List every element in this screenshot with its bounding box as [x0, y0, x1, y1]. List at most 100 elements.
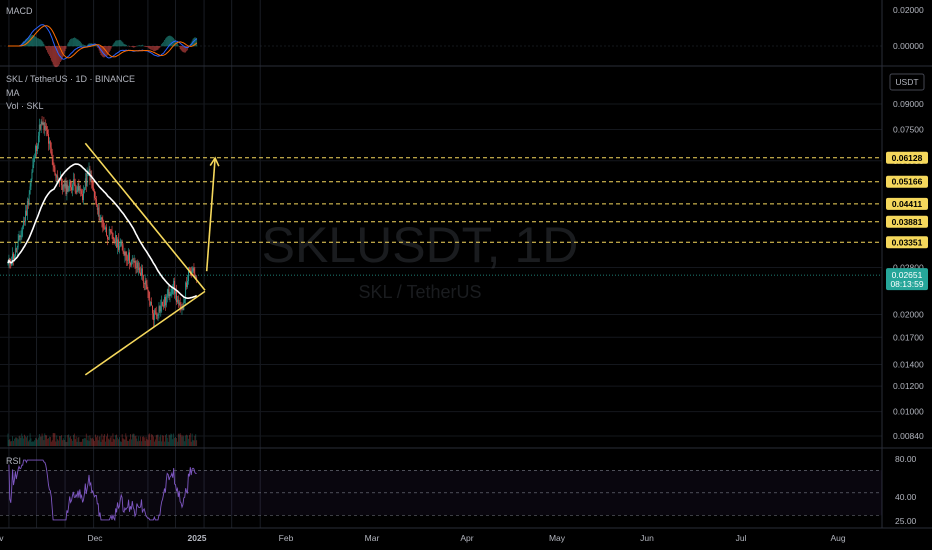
volume-bar	[62, 438, 64, 446]
candle-body	[188, 267, 190, 269]
volume-bar	[132, 433, 134, 446]
volume-legend[interactable]: Vol · SKL	[6, 101, 44, 111]
macd-legend[interactable]: MACD	[6, 6, 33, 16]
macd-hist-bar	[144, 46, 146, 47]
candle-body	[161, 302, 163, 307]
macd-hist-bar	[137, 45, 139, 47]
macd-hist-bar	[193, 37, 195, 47]
volume-bar	[170, 433, 172, 446]
volume-bar	[30, 438, 32, 446]
macd-hist-bar	[155, 46, 157, 51]
time-tick-label: Feb	[279, 533, 294, 543]
macd-hist-bar	[35, 36, 36, 47]
candle-body	[125, 252, 127, 257]
volume-bar	[107, 433, 108, 446]
volume-bar	[152, 434, 153, 446]
macd-hist-bar	[128, 45, 129, 47]
volume-bar	[133, 433, 135, 446]
horizontal-levels[interactable]	[0, 157, 882, 276]
candle-body	[160, 306, 162, 312]
triangle-pattern[interactable]	[84, 142, 220, 376]
candle-body	[156, 314, 158, 316]
rsi-legend[interactable]: RSI	[6, 456, 21, 466]
volume-bar	[184, 441, 186, 446]
candle-body	[85, 178, 87, 187]
candle-body	[80, 189, 82, 191]
level-tag-label: 0.04411	[892, 199, 923, 209]
candle-body	[189, 268, 191, 271]
candle-body	[118, 239, 119, 250]
macd-hist-bar	[116, 40, 117, 47]
price-axis[interactable]: 0.090000.075000.060000.028000.020000.017…	[886, 5, 928, 526]
volume-bar	[174, 437, 175, 446]
volume-bar	[127, 440, 129, 446]
candle-body	[73, 179, 75, 184]
candle-body	[52, 158, 54, 166]
candle-body	[107, 235, 108, 240]
ma-legend[interactable]: MA	[6, 88, 20, 98]
main-title[interactable]: SKL / TetherUS · 1D · BINANCE	[6, 74, 135, 84]
volume-bar	[48, 438, 49, 446]
macd-hist-bar	[97, 46, 99, 49]
volume-bar	[131, 434, 133, 446]
volume-bar	[36, 438, 37, 446]
macd-hist-bar	[73, 37, 75, 47]
volume-bar	[159, 436, 161, 446]
volume-bar	[100, 441, 102, 446]
candle-body	[102, 220, 104, 227]
macd-hist-bar	[55, 46, 57, 68]
candle-body	[173, 280, 175, 289]
volume-bar	[137, 441, 139, 446]
macd-hist-bar	[31, 34, 33, 47]
volume-bar	[151, 434, 152, 446]
volume-bar	[35, 437, 36, 446]
time-axis[interactable]: Nov Dec 2025 Feb Mar Apr May Jun Jul Aug	[0, 533, 846, 543]
volume-bar	[49, 436, 50, 446]
macd-hist-bar	[165, 37, 167, 47]
macd-hist-bar	[25, 39, 26, 47]
volume-bar	[125, 433, 127, 446]
candle-body	[188, 267, 189, 282]
volume-bar	[192, 440, 194, 446]
volume-bar	[45, 435, 47, 446]
price-tick-label: 0.01200	[893, 381, 924, 391]
macd-hist-bar	[65, 46, 67, 49]
candle-body	[107, 239, 109, 240]
volume-bar	[32, 441, 34, 446]
candle-body	[153, 313, 154, 320]
volume-bar	[73, 434, 74, 446]
volume-bar	[44, 433, 46, 446]
macd-hist-bar	[70, 39, 71, 47]
volume-bar	[16, 438, 18, 446]
rsi-line	[8, 459, 197, 522]
volume-bar	[77, 437, 79, 446]
volume-bar	[171, 434, 173, 446]
volume-bar	[121, 434, 123, 446]
volume-bar	[140, 436, 141, 446]
candle-body	[153, 310, 155, 320]
candle-body	[15, 248, 17, 253]
volume-bar	[28, 439, 30, 446]
candle-body	[122, 245, 124, 252]
candle-body	[133, 260, 135, 262]
volume-bar	[52, 433, 54, 446]
macd-hist-bar	[151, 46, 152, 50]
candle-body	[99, 218, 101, 221]
volume-bar	[60, 436, 61, 446]
candle-body	[166, 295, 168, 297]
level-tag-label: 0.05166	[892, 177, 923, 187]
candle-body	[171, 288, 173, 294]
candle-body	[21, 230, 23, 237]
volume-bar	[84, 438, 85, 446]
candle-body	[28, 194, 30, 205]
candle-body	[98, 207, 100, 221]
macd-hist-bar	[123, 43, 125, 47]
volume-bar	[162, 435, 163, 446]
currency-button[interactable]	[889, 73, 925, 91]
macd-hist-bar	[163, 41, 164, 47]
macd-hist-bar	[87, 44, 89, 47]
candle-body	[175, 290, 176, 294]
volume-bar	[175, 436, 176, 446]
candle-body	[76, 190, 78, 193]
